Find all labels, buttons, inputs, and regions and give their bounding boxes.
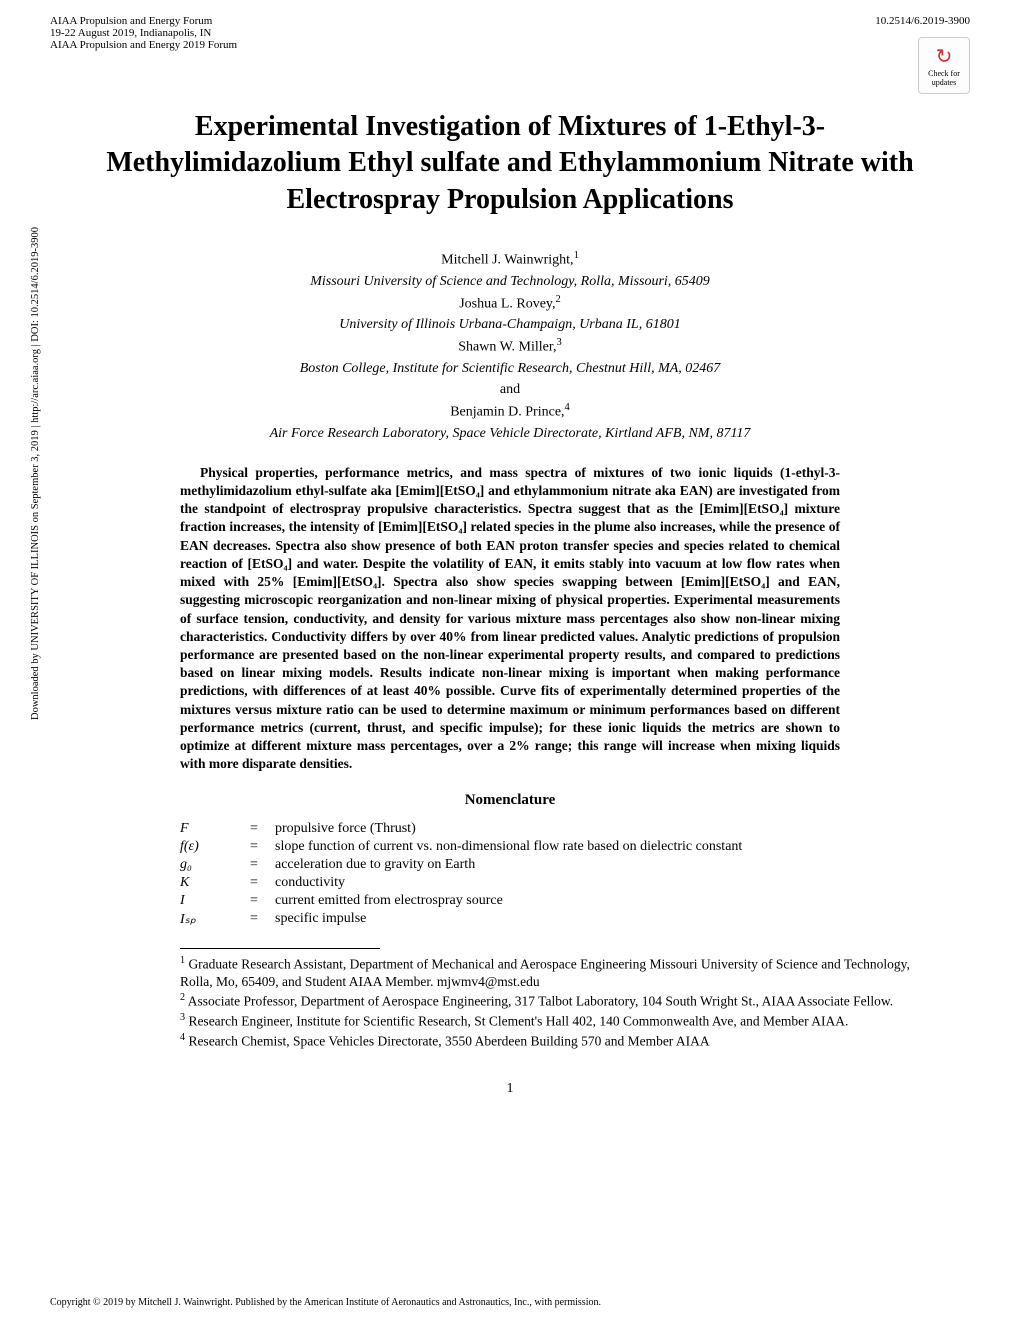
author-affiliation: Boston College, Institute for Scientific… xyxy=(100,358,920,379)
nomenclature-symbol: I xyxy=(180,893,250,909)
author-name: Benjamin D. Prince,4 xyxy=(100,400,920,423)
copyright-text: Copyright © 2019 by Mitchell J. Wainwrig… xyxy=(50,1297,601,1308)
equals-sign: = xyxy=(250,839,275,855)
authors-block: Mitchell J. Wainwright,1Missouri Univers… xyxy=(100,248,920,444)
nomenclature-row: K=conductivity xyxy=(180,875,1020,891)
check-updates-badge[interactable]: ↻ Check for updates xyxy=(918,37,970,94)
footnote: 3 Research Engineer, Institute for Scien… xyxy=(180,1011,930,1031)
page-header: AIAA Propulsion and Energy Forum 19-22 A… xyxy=(0,0,1020,94)
equals-sign: = xyxy=(250,893,275,909)
equals-sign: = xyxy=(250,875,275,891)
doi-text: 10.2514/6.2019-3900 xyxy=(875,15,970,27)
nomenclature-row: F=propulsive force (Thrust) xyxy=(180,821,1020,837)
abstract-text: Physical properties, performance metrics… xyxy=(180,464,840,774)
nomenclature-description: current emitted from electrospray source xyxy=(275,893,503,909)
nomenclature-row: Iₛₚ=specific impulse xyxy=(180,911,1020,928)
nomenclature-description: propulsive force (Thrust) xyxy=(275,821,416,837)
conference-date: 19-22 August 2019, Indianapolis, IN xyxy=(50,27,237,39)
nomenclature-symbol: g₀ xyxy=(180,857,250,873)
badge-label: Check for updates xyxy=(919,69,969,87)
author-name: Joshua L. Rovey,2 xyxy=(100,292,920,315)
nomenclature-row: I=current emitted from electrospray sour… xyxy=(180,893,1020,909)
author-affiliation: Missouri University of Science and Techn… xyxy=(100,271,920,292)
equals-sign: = xyxy=(250,857,275,873)
download-sidebar: Downloaded by UNIVERSITY OF ILLINOIS on … xyxy=(30,227,41,720)
nomenclature-description: acceleration due to gravity on Earth xyxy=(275,857,475,873)
conference-event: AIAA Propulsion and Energy 2019 Forum xyxy=(50,39,237,51)
header-left: AIAA Propulsion and Energy Forum 19-22 A… xyxy=(50,15,237,94)
conference-name: AIAA Propulsion and Energy Forum xyxy=(50,15,237,27)
paper-title: Experimental Investigation of Mixtures o… xyxy=(90,109,930,218)
nomenclature-symbol: K xyxy=(180,875,250,891)
equals-sign: = xyxy=(250,821,275,837)
nomenclature-symbol: F xyxy=(180,821,250,837)
nomenclature-description: conductivity xyxy=(275,875,345,891)
nomenclature-row: g₀=acceleration due to gravity on Earth xyxy=(180,857,1020,873)
author-affiliation: University of Illinois Urbana-Champaign,… xyxy=(100,314,920,335)
nomenclature-description: slope function of current vs. non-dimens… xyxy=(275,839,742,855)
author-name: Shawn W. Miller,3 xyxy=(100,335,920,358)
footnote-divider xyxy=(180,948,380,949)
footnote: 1 Graduate Research Assistant, Departmen… xyxy=(180,954,930,992)
author-connector: and xyxy=(100,379,920,400)
footnotes-block: 1 Graduate Research Assistant, Departmen… xyxy=(180,954,930,1051)
nomenclature-symbol: f(ε) xyxy=(180,839,250,855)
page-number: 1 xyxy=(0,1081,1020,1097)
author-affiliation: Air Force Research Laboratory, Space Veh… xyxy=(100,423,920,444)
footnote: 4 Research Chemist, Space Vehicles Direc… xyxy=(180,1031,930,1051)
arrow-circle-icon: ↻ xyxy=(936,44,953,69)
author-name: Mitchell J. Wainwright,1 xyxy=(100,248,920,271)
nomenclature-row: f(ε)=slope function of current vs. non-d… xyxy=(180,839,1020,855)
nomenclature-description: specific impulse xyxy=(275,911,366,928)
nomenclature-heading: Nomenclature xyxy=(0,792,1020,809)
equals-sign: = xyxy=(250,911,275,928)
nomenclature-table: F=propulsive force (Thrust)f(ε)=slope fu… xyxy=(180,821,1020,928)
footnote: 2 Associate Professor, Department of Aer… xyxy=(180,991,930,1011)
nomenclature-symbol: Iₛₚ xyxy=(180,911,250,928)
header-right: 10.2514/6.2019-3900 ↻ Check for updates xyxy=(875,15,970,94)
